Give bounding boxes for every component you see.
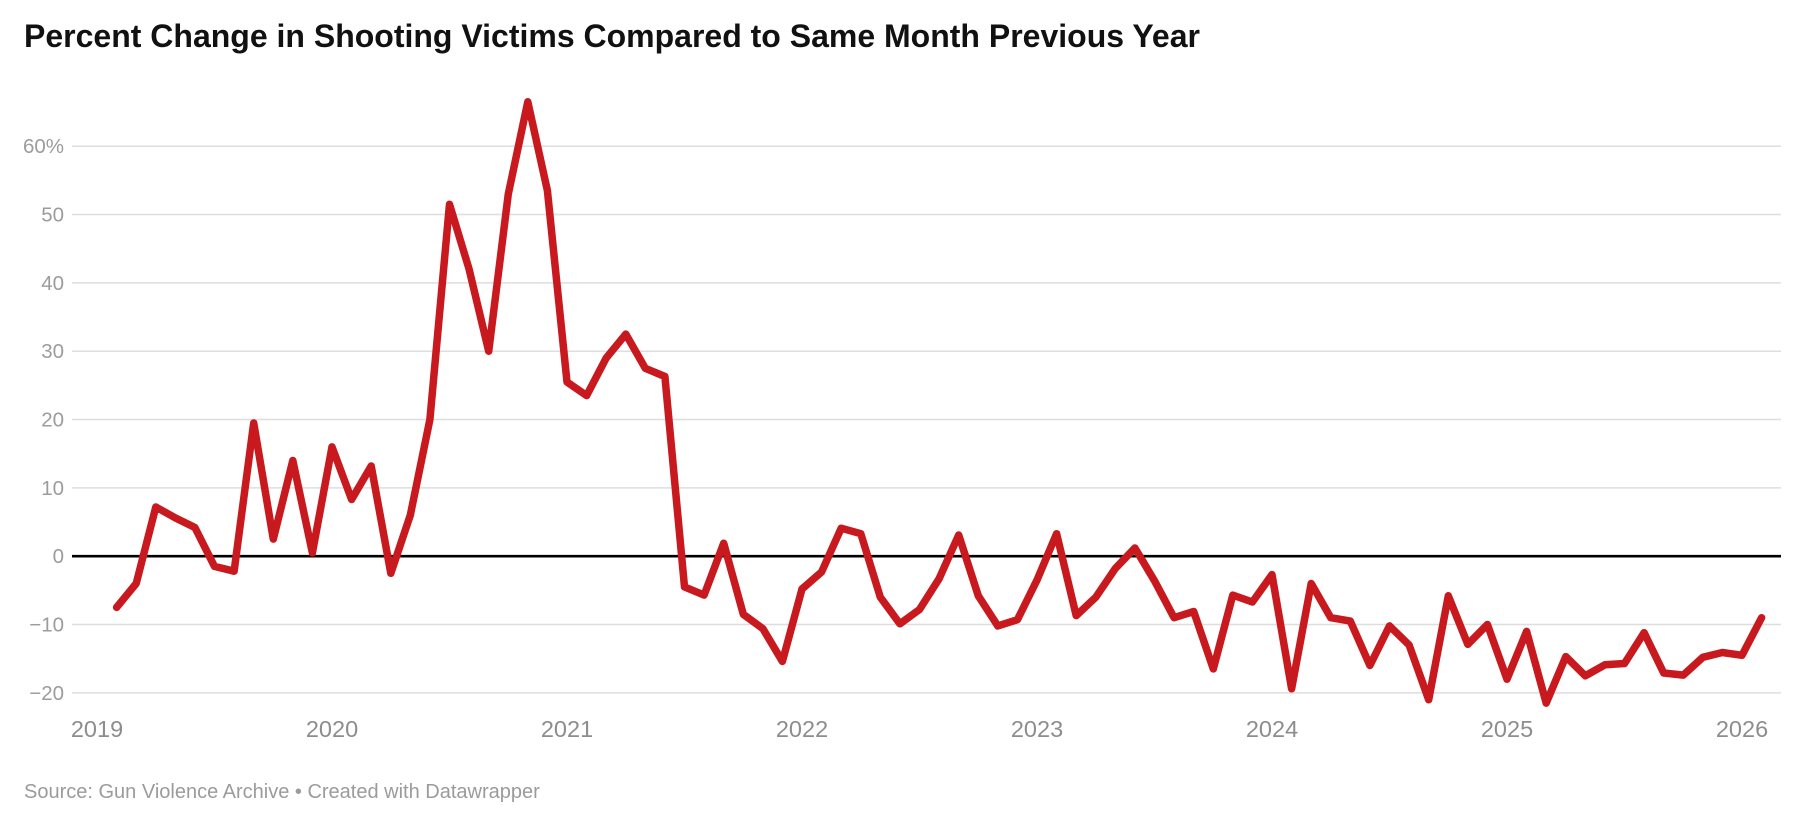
chart-title: Percent Change in Shooting Victims Compa… (24, 18, 1200, 54)
x-axis-year-label: 2023 (1011, 716, 1063, 742)
y-axis-tick-label: −10 (29, 614, 64, 637)
data-line (112, 98, 1766, 707)
y-axis-tick-label: −20 (29, 682, 64, 705)
y-axis-tick-label: 50 (41, 204, 64, 227)
y-axis-tick-label: 40 (41, 272, 64, 295)
y-axis-tick-label: 20 (41, 409, 64, 432)
y-axis-tick-label: 30 (41, 340, 64, 363)
source-line: Source: Gun Violence Archive • Created w… (24, 781, 540, 803)
x-axis-year-label: 2025 (1481, 716, 1533, 742)
y-axis-tick-label: 0 (53, 545, 64, 568)
x-axis-year-label: 2026 (1716, 716, 1768, 742)
x-axis-year-label: 2024 (1246, 716, 1298, 742)
y-axis-tick-label: 10 (41, 477, 64, 500)
x-axis-year-label: 2022 (776, 716, 828, 742)
x-axis-year-label: 2021 (541, 716, 593, 742)
y-axis-tick-label: 60% (23, 135, 64, 158)
x-axis-year-label: 2020 (306, 716, 358, 742)
x-axis-year-label: 2019 (71, 716, 123, 742)
